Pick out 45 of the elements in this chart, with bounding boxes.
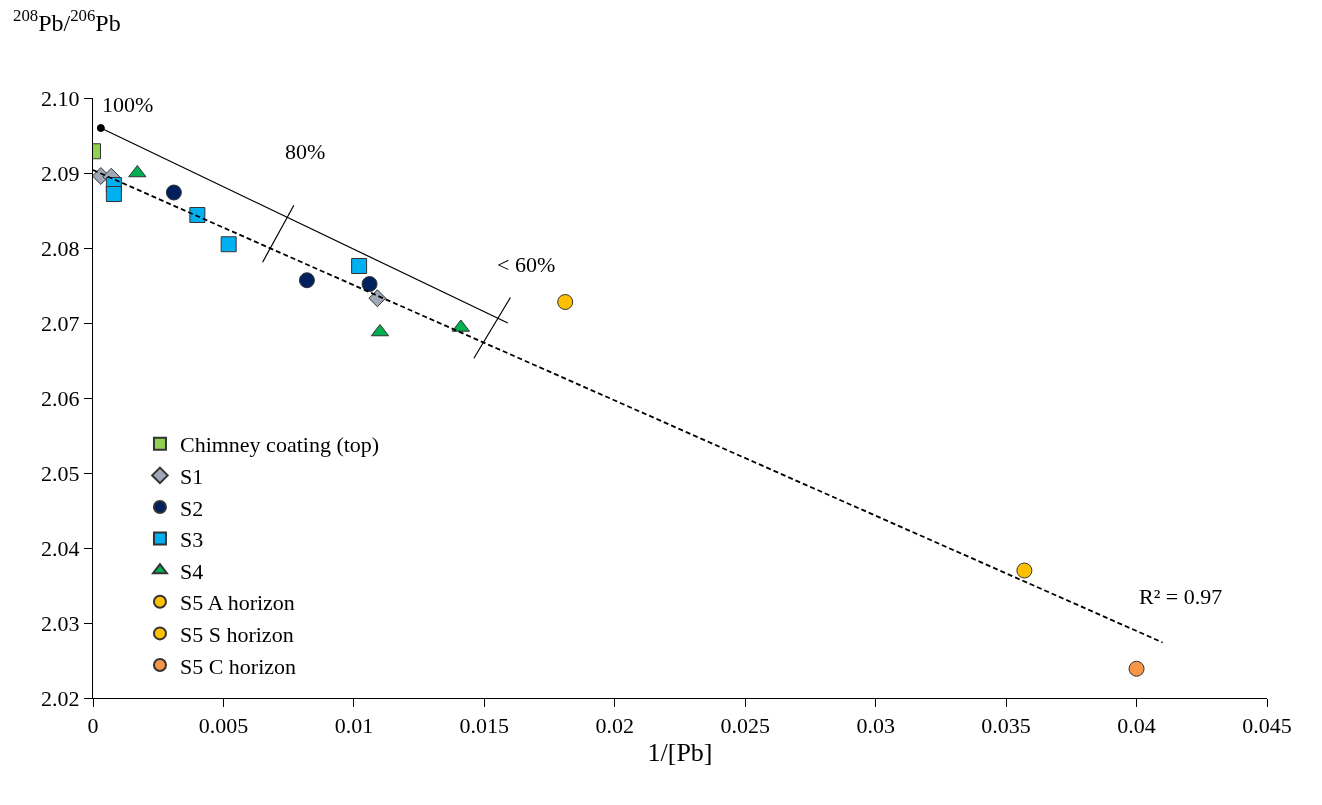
x-tick-label: 0.01 — [334, 713, 374, 739]
x-tick-label: 0.02 — [595, 713, 635, 739]
legend-label: S4 — [179, 558, 204, 584]
annotation: < 60% — [497, 252, 556, 277]
y-tick-label: 2.07 — [41, 310, 80, 336]
point — [220, 236, 237, 253]
legend-label: S3 — [179, 527, 204, 553]
point — [557, 294, 574, 310]
point — [1016, 562, 1033, 579]
y-tick-label: 2.04 — [41, 535, 80, 561]
legend-label: S5 C horizon — [179, 653, 297, 679]
legend-label: S5 S horizon — [179, 621, 294, 647]
y-tick-label: 2.03 — [41, 610, 80, 636]
point — [1128, 660, 1145, 677]
point — [189, 207, 206, 223]
y-axis-title: $^{208}$Pb/$^{206}$Pb — [13, 6, 121, 37]
y-tick-label: 2.05 — [41, 460, 80, 486]
point — [361, 276, 378, 292]
annotation: 100% — [102, 92, 154, 117]
x-tick-label: 0.04 — [1117, 713, 1156, 739]
point — [298, 272, 315, 289]
x-tick-label: 0 — [87, 713, 99, 739]
point — [105, 186, 122, 202]
annotation: R² = 0.97 — [1139, 584, 1223, 609]
x-tick-label: 0.035 — [981, 713, 1031, 739]
y-tick-label: 2.02 — [41, 685, 80, 711]
x-axis-title: 1/[Pb] — [647, 738, 713, 768]
x-tick-label: 0.045 — [1242, 713, 1292, 739]
y-tick-label: 2.08 — [41, 235, 80, 261]
point — [96, 124, 105, 132]
point — [351, 258, 368, 274]
x-tick-label: 0.03 — [856, 713, 895, 739]
x-tick-label: 0.015 — [459, 713, 510, 739]
x-tick-label: 0.025 — [720, 713, 770, 739]
legend-label: S2 — [179, 495, 204, 521]
legend-label: S5 A horizon — [179, 590, 295, 616]
annotation: 80% — [285, 139, 326, 164]
y-tick-label: 2.06 — [41, 385, 80, 411]
y-tick-label: 2.10 — [41, 85, 80, 111]
point — [165, 184, 182, 201]
legend-label: Chimney coating (top) — [179, 432, 380, 458]
y-tick-label: 2.09 — [41, 160, 80, 186]
point — [368, 289, 387, 308]
x-tick-label: 0.005 — [198, 713, 249, 739]
legend-label: S1 — [179, 463, 204, 489]
